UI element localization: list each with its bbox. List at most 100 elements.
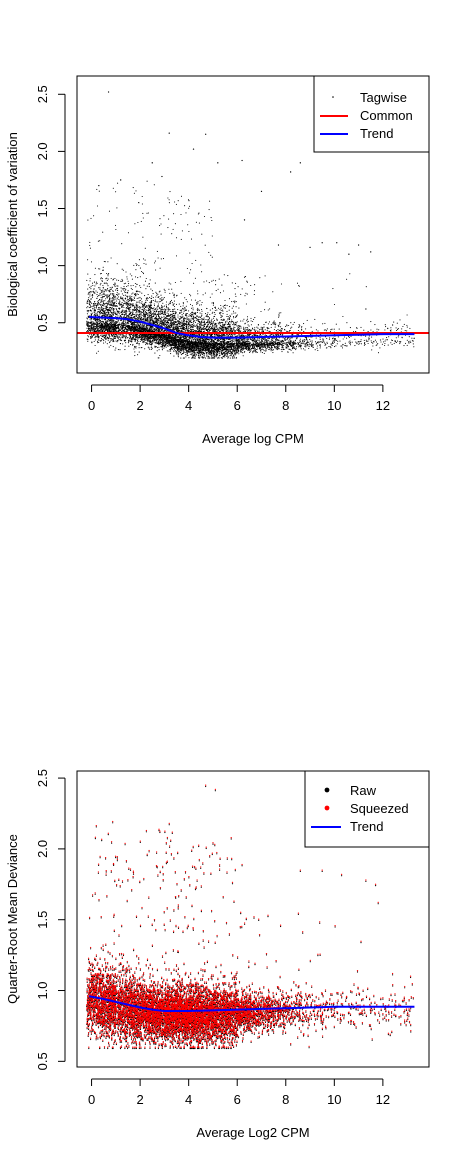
tagwise-point: [201, 304, 202, 305]
tagwise-point: [199, 319, 200, 320]
tagwise-point: [316, 343, 317, 344]
tagwise-point: [142, 324, 143, 325]
tagwise-point: [290, 330, 291, 331]
tagwise-point: [190, 354, 191, 355]
tagwise-point: [204, 355, 205, 356]
tagwise-point: [117, 315, 118, 316]
tagwise-point: [230, 316, 231, 317]
tagwise-point: [177, 309, 178, 310]
tagwise-point: [147, 315, 148, 316]
tagwise-point: [234, 288, 235, 289]
tagwise-point: [266, 343, 267, 344]
tagwise-point: [103, 340, 104, 341]
tagwise-point: [98, 241, 99, 242]
tagwise-point: [197, 312, 198, 313]
tagwise-point: [229, 306, 230, 307]
tagwise-point: [92, 313, 93, 314]
tagwise-point: [288, 352, 289, 353]
tagwise-point: [233, 311, 234, 312]
tagwise-point: [275, 327, 276, 328]
tagwise-point: [147, 181, 148, 182]
tagwise-point: [263, 324, 264, 325]
tagwise-point: [180, 328, 181, 329]
tagwise-point: [304, 343, 305, 344]
tagwise-point: [207, 315, 208, 316]
tagwise-point: [296, 348, 297, 349]
tagwise-point: [197, 308, 198, 309]
tagwise-point: [262, 352, 263, 353]
tagwise-point: [193, 357, 194, 358]
tagwise-point: [151, 298, 152, 299]
tagwise-point: [307, 341, 308, 342]
tagwise-point: [107, 343, 108, 344]
tagwise-point: [209, 354, 210, 355]
tagwise-point: [145, 281, 146, 282]
tagwise-point: [225, 328, 226, 329]
tagwise-point: [323, 341, 324, 342]
tagwise-point: [269, 308, 270, 309]
tagwise-point: [148, 212, 149, 213]
tagwise-point: [97, 312, 98, 313]
tagwise-point: [135, 283, 136, 284]
tagwise-point: [152, 328, 153, 329]
tagwise-point: [137, 293, 138, 294]
tagwise-point: [232, 308, 233, 309]
tagwise-point: [222, 309, 223, 310]
tagwise-point: [137, 305, 138, 306]
tagwise-point: [188, 310, 189, 311]
tagwise-point: [149, 310, 150, 311]
tagwise-point: [247, 327, 248, 328]
tagwise-point: [91, 291, 92, 292]
tagwise-point: [238, 334, 239, 335]
tagwise-point: [88, 336, 89, 337]
tagwise-point: [201, 271, 202, 272]
tagwise-point: [188, 316, 189, 317]
tagwise-point: [134, 314, 135, 315]
tagwise-point: [156, 307, 157, 308]
tagwise-point: [236, 306, 237, 307]
tagwise-point: [213, 305, 214, 306]
tagwise-point: [186, 299, 187, 300]
tagwise-point: [292, 342, 293, 343]
tagwise-point: [190, 352, 191, 353]
tagwise-point: [200, 317, 201, 318]
tagwise-point: [92, 330, 93, 331]
tagwise-point: [240, 326, 241, 327]
tagwise-point: [409, 336, 410, 337]
tagwise-point: [97, 283, 98, 284]
tagwise-point: [117, 183, 118, 184]
tagwise-point: [374, 324, 375, 325]
tagwise-point: [256, 344, 257, 345]
tagwise-point: [117, 295, 118, 296]
tagwise-point: [244, 328, 245, 329]
tagwise-point: [271, 339, 272, 340]
tagwise-point: [123, 289, 124, 290]
tagwise-point: [187, 313, 188, 314]
tagwise-point: [233, 355, 234, 356]
tagwise-point: [109, 211, 110, 212]
tagwise-point: [322, 342, 323, 343]
tagwise-point: [220, 330, 221, 331]
tagwise-point: [303, 323, 304, 324]
tagwise-point: [154, 340, 155, 341]
tagwise-point: [247, 294, 248, 295]
tagwise-point: [323, 339, 324, 340]
tagwise-point: [205, 358, 206, 359]
tagwise-point: [128, 283, 129, 284]
tagwise-point: [193, 309, 194, 310]
tagwise-point: [141, 301, 142, 302]
tagwise-point: [102, 278, 103, 279]
tagwise-point: [200, 264, 201, 265]
tagwise-point: [366, 341, 367, 342]
tagwise-point: [330, 346, 331, 347]
tagwise-point: [235, 334, 236, 335]
tagwise-point: [227, 319, 228, 320]
tagwise-point: [90, 218, 91, 219]
tagwise-point: [140, 276, 141, 277]
tagwise-point: [137, 343, 138, 344]
tagwise-point: [161, 258, 162, 259]
tagwise-point: [170, 351, 171, 352]
tagwise-point: [224, 300, 225, 301]
tagwise-point: [210, 297, 211, 298]
tagwise-point: [198, 213, 199, 214]
